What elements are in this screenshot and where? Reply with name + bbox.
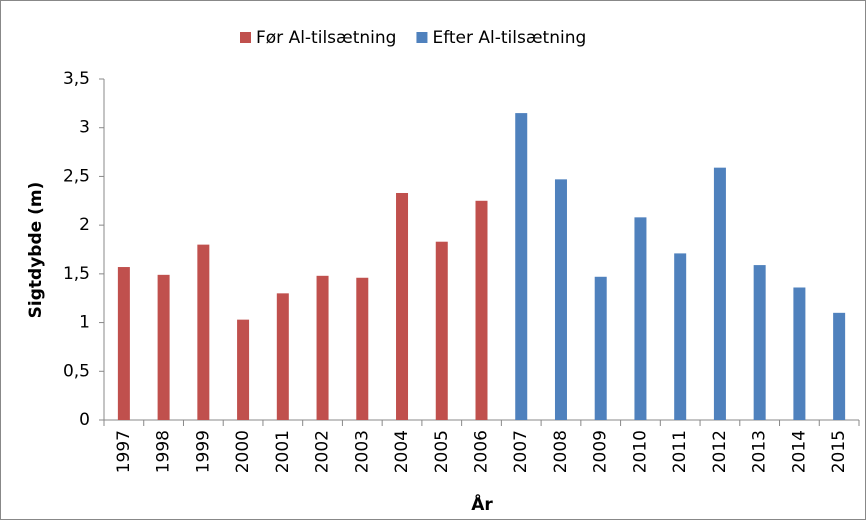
x-tick-label: 2014 [789,430,809,473]
y-tick-label: 0,5 [63,361,90,381]
x-tick-label: 2012 [710,430,730,473]
x-tick-label: 2008 [551,430,571,473]
x-tick-label: 2002 [313,430,333,473]
x-tick-label: 2005 [432,430,452,473]
legend-swatch [416,32,428,43]
y-tick-label: 2,5 [63,166,90,186]
bar [276,293,289,420]
bar [793,287,806,420]
bar [674,253,687,420]
x-tick-label: 2011 [670,430,690,473]
bar [237,319,250,420]
x-tick-label: 2004 [392,430,412,473]
x-tick-label: 2013 [750,430,770,473]
x-tick-label: 2006 [472,430,492,473]
y-tick-label: 2 [79,215,90,235]
x-tick-label: 2007 [511,430,531,473]
bar [594,276,607,420]
y-tick-label: 3,5 [63,69,90,89]
legend-label: Før Al-tilsætning [256,28,396,48]
legend-label: Efter Al-tilsætning [432,28,586,48]
bar [833,312,846,420]
bar [475,200,488,420]
bar [634,217,647,420]
bar [515,113,528,420]
bar [713,167,726,420]
bar [753,265,766,420]
x-tick-label: 2000 [233,430,253,473]
bar [356,277,369,420]
bar [316,275,329,420]
y-tick-label: 3 [79,118,90,138]
bar [197,244,210,420]
x-tick-label: 1998 [154,430,174,473]
x-tick-label: 2003 [352,430,372,473]
bar [157,274,170,420]
legend-swatch [240,32,251,43]
y-tick-label: 1 [79,313,90,333]
y-tick-label: 1,5 [63,264,90,284]
y-axis-title: Sigtdybde (m) [26,182,46,319]
bar [435,241,448,420]
x-tick-label: 1999 [193,430,213,473]
x-tick-label: 2010 [630,430,650,473]
y-tick-label: 0 [79,410,90,430]
x-axis-title: År [471,492,493,515]
x-tick-label: 2001 [273,430,293,473]
x-tick-label: 1997 [114,430,134,473]
bar [117,267,130,420]
bar [396,192,409,420]
x-tick-label: 2009 [591,430,611,473]
x-tick-label: 2015 [829,430,849,473]
bar [554,179,567,420]
